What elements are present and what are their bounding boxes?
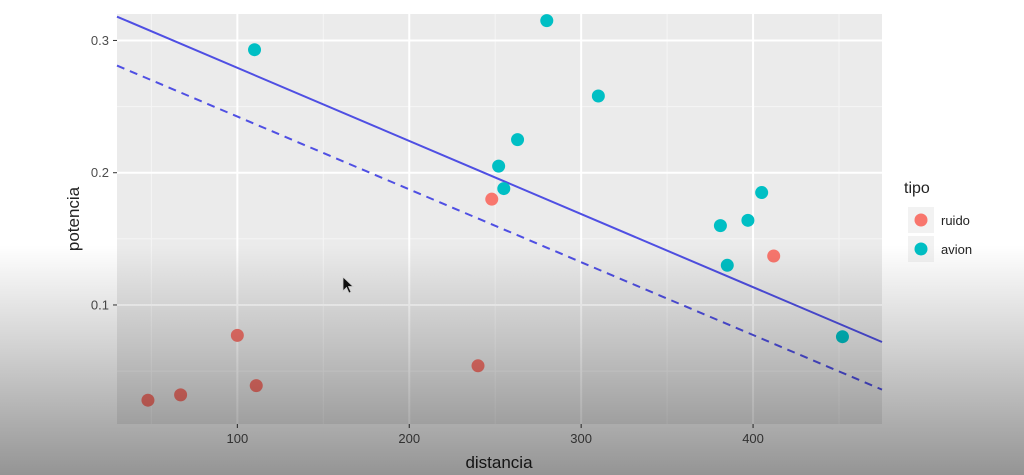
point-avion [497,182,511,196]
x-tick-label: 400 [742,431,764,446]
point-avion [248,43,262,57]
legend-key-ruido [914,213,928,227]
point-avion [741,213,755,227]
x-axis-title: distancia [465,453,533,472]
grid-major [117,14,882,424]
x-tick-label: 300 [570,431,592,446]
x-tick-label: 200 [398,431,420,446]
point-ruido [174,388,188,402]
y-tick-label: 0.3 [91,33,109,48]
y-axis-ticks: 0.1 0.2 0.3 [91,33,117,312]
x-axis-ticks: 100 200 300 400 [226,424,764,446]
point-avion [713,219,727,233]
point-avion [720,258,734,272]
x-tick-label: 100 [226,431,248,446]
y-axis-title: potencia [64,186,83,251]
point-ruido [471,359,485,373]
point-avion [511,133,525,147]
point-avion [835,330,849,344]
y-tick-label: 0.2 [91,165,109,180]
point-ruido [485,192,499,206]
point-avion [755,186,769,200]
fit-lines [116,15,883,391]
grid-minor [117,14,882,424]
data-points [141,14,849,407]
legend-title: tipo [904,180,930,197]
point-ruido [249,379,263,393]
legend-label-ruido: ruido [941,213,970,228]
legend-key-avion [914,242,928,256]
fit-line-solid [116,15,883,343]
point-ruido [767,249,781,263]
legend-label-avion: avion [941,242,972,257]
plot-panel [117,14,882,424]
point-ruido [141,393,155,407]
mouse-cursor-icon [342,276,355,294]
point-avion [591,89,605,103]
y-tick-label: 0.1 [91,297,109,312]
point-avion [492,159,506,173]
fit-line-dashed [116,64,883,391]
point-ruido [230,328,244,342]
legend: tipo ruido avion [904,180,972,262]
point-avion [540,14,554,28]
